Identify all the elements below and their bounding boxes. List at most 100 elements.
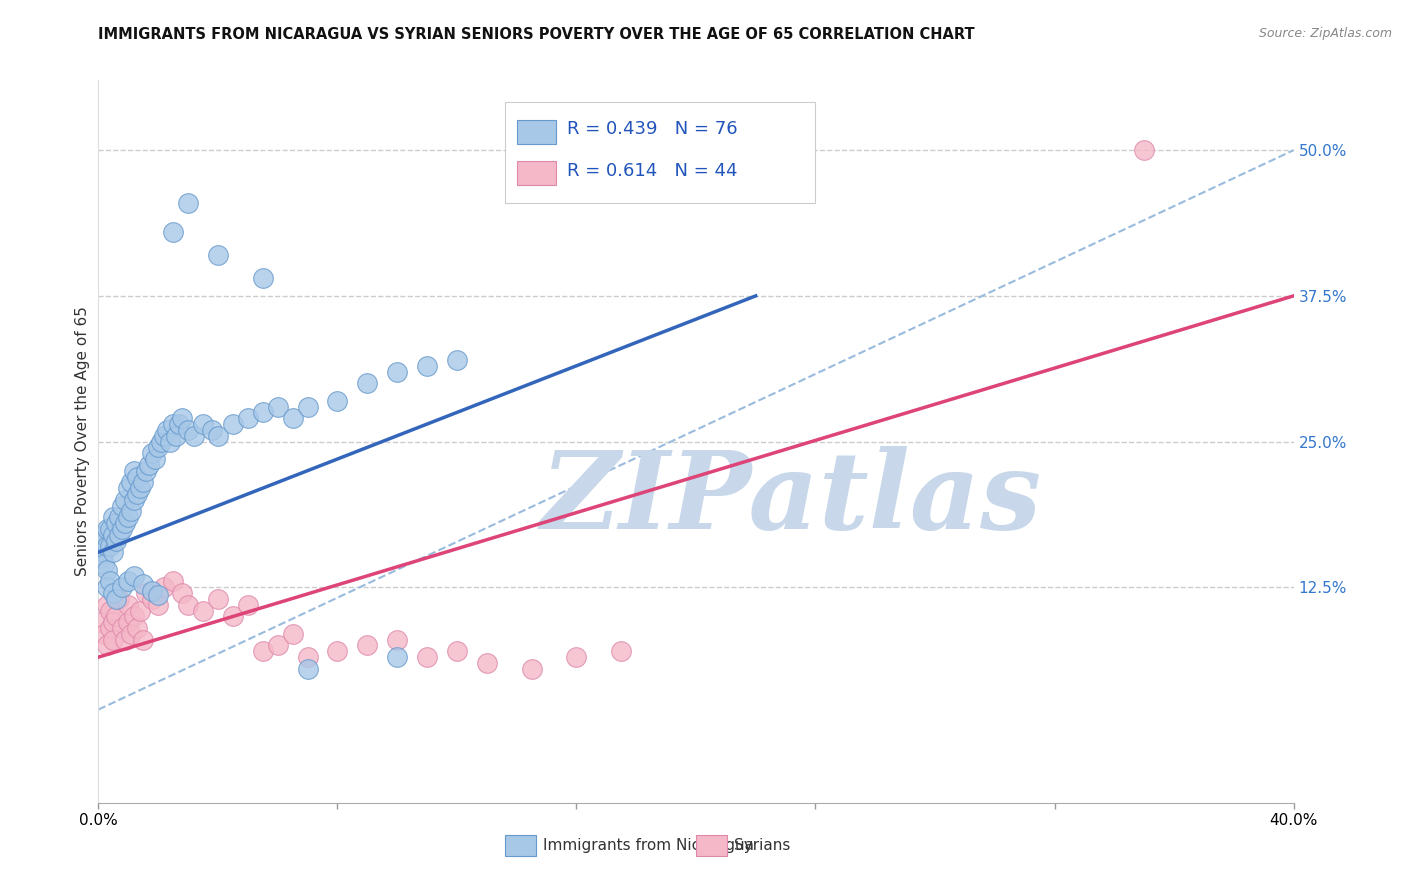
Point xyxy=(281,411,304,425)
Point xyxy=(108,510,131,524)
Point xyxy=(120,475,142,490)
Point xyxy=(135,586,157,600)
Point xyxy=(207,248,229,262)
Point xyxy=(98,603,122,617)
Point xyxy=(177,598,200,612)
Point xyxy=(207,428,229,442)
Point xyxy=(138,458,160,472)
Point xyxy=(297,662,319,676)
Point xyxy=(236,598,259,612)
Point xyxy=(177,195,200,210)
Text: R = 0.439   N = 76: R = 0.439 N = 76 xyxy=(567,120,738,138)
Bar xyxy=(517,161,557,185)
Point xyxy=(114,632,136,647)
Point xyxy=(416,650,439,665)
Text: ZIPatlas: ZIPatlas xyxy=(541,446,1042,552)
Point xyxy=(114,516,136,530)
Point xyxy=(96,563,118,577)
Point xyxy=(172,586,194,600)
Point xyxy=(148,598,170,612)
Point xyxy=(520,662,543,676)
Point xyxy=(111,522,134,536)
Point xyxy=(105,591,128,606)
Point xyxy=(96,639,118,653)
Text: Immigrants from Nicaragua: Immigrants from Nicaragua xyxy=(543,838,754,853)
Point xyxy=(105,516,128,530)
Point xyxy=(103,586,125,600)
Point xyxy=(90,533,112,548)
Point xyxy=(446,644,468,658)
Point xyxy=(132,475,155,490)
Point xyxy=(98,540,122,554)
Point xyxy=(326,644,349,658)
Point xyxy=(124,568,146,582)
Point xyxy=(156,423,179,437)
Point xyxy=(356,639,378,653)
FancyBboxPatch shape xyxy=(505,102,815,203)
Point xyxy=(201,423,224,437)
Point xyxy=(108,591,131,606)
Bar xyxy=(505,835,536,855)
Point xyxy=(191,603,214,617)
Point xyxy=(150,434,173,449)
Point xyxy=(93,557,115,571)
Point xyxy=(162,225,184,239)
Point xyxy=(326,393,349,408)
Point xyxy=(98,621,122,635)
Point xyxy=(167,417,190,431)
Point xyxy=(127,621,149,635)
Point xyxy=(141,591,163,606)
Point xyxy=(252,405,274,419)
Bar xyxy=(696,835,727,855)
Point xyxy=(207,591,229,606)
Point xyxy=(120,504,142,518)
Point xyxy=(90,615,112,630)
Point xyxy=(385,365,409,379)
Point xyxy=(114,492,136,507)
Point xyxy=(281,627,304,641)
Point xyxy=(141,446,163,460)
Point xyxy=(129,481,152,495)
Point xyxy=(416,359,439,373)
Point xyxy=(132,632,155,647)
Point xyxy=(1133,143,1156,157)
Point xyxy=(475,656,498,670)
Point xyxy=(124,464,146,478)
Point xyxy=(148,588,170,602)
Point xyxy=(385,632,409,647)
Point xyxy=(356,376,378,391)
Point xyxy=(222,417,245,431)
Text: IMMIGRANTS FROM NICARAGUA VS SYRIAN SENIORS POVERTY OVER THE AGE OF 65 CORRELATI: IMMIGRANTS FROM NICARAGUA VS SYRIAN SENI… xyxy=(98,27,974,42)
Point xyxy=(96,522,118,536)
Point xyxy=(165,428,187,442)
Point xyxy=(148,441,170,455)
Text: Source: ZipAtlas.com: Source: ZipAtlas.com xyxy=(1258,27,1392,40)
Point xyxy=(132,576,155,591)
Point xyxy=(267,400,290,414)
Point xyxy=(124,492,146,507)
Point xyxy=(267,639,290,653)
Point xyxy=(103,632,125,647)
Point xyxy=(565,650,588,665)
Point xyxy=(111,580,134,594)
Point xyxy=(96,540,118,554)
Point xyxy=(117,510,139,524)
Point xyxy=(124,609,146,624)
Point xyxy=(105,533,128,548)
Text: Syrians: Syrians xyxy=(734,838,790,853)
Point xyxy=(103,615,125,630)
Point xyxy=(143,452,166,467)
Point xyxy=(96,580,118,594)
Point xyxy=(162,574,184,589)
Point xyxy=(111,499,134,513)
Point xyxy=(93,528,115,542)
Point xyxy=(252,644,274,658)
Point xyxy=(135,464,157,478)
Point xyxy=(177,423,200,437)
Point xyxy=(159,434,181,449)
Y-axis label: Seniors Poverty Over the Age of 65: Seniors Poverty Over the Age of 65 xyxy=(75,307,90,576)
Point xyxy=(117,574,139,589)
Point xyxy=(127,487,149,501)
Point xyxy=(93,627,115,641)
Point xyxy=(103,528,125,542)
